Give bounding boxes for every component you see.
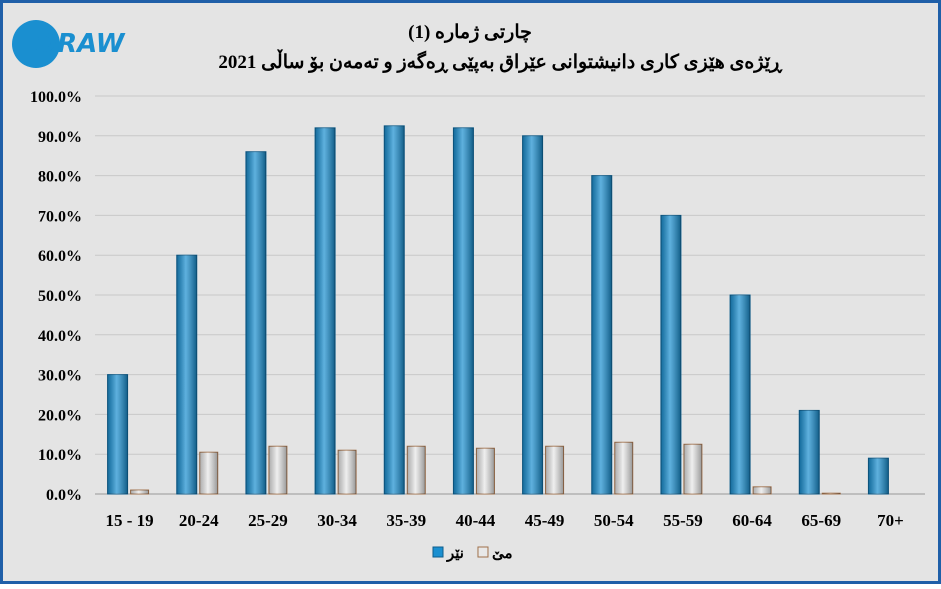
bar-shine — [683, 444, 702, 494]
legend-label: نێر — [446, 546, 464, 562]
bar-shine — [868, 458, 889, 494]
y-tick-label: 70.0% — [38, 208, 82, 225]
x-tick-label: 55-59 — [663, 511, 703, 530]
x-tick-label: 30-34 — [317, 511, 357, 530]
y-tick-label: 20.0% — [38, 407, 82, 424]
bar-shine — [268, 446, 287, 494]
x-tick-label: 15 - 19 — [105, 511, 153, 530]
y-tick-label: 50.0% — [38, 288, 82, 305]
x-tick-label: 35-39 — [386, 511, 426, 530]
logo: DRAW — [36, 29, 126, 59]
y-tick-label: 80.0% — [38, 169, 82, 186]
chart-title: چارتی ژمارە (1) — [408, 22, 532, 43]
y-tick-label: 30.0% — [38, 368, 82, 385]
logo-mark — [12, 20, 60, 68]
bar-shine — [822, 493, 841, 494]
x-tick-label: 20-24 — [179, 511, 219, 530]
bar-shine — [522, 135, 543, 495]
bar-shine — [338, 450, 357, 494]
y-tick-label: 10.0% — [38, 447, 82, 464]
bar-shine — [107, 374, 128, 494]
y-tick-label: 90.0% — [38, 129, 82, 146]
x-tick-label: 65-69 — [801, 511, 841, 530]
bar-shine — [407, 446, 426, 494]
chart-subtitle: ڕێژەی هێزی کاری دانیشتوانی عێراق بەپێی ڕ… — [218, 48, 783, 73]
bar-shine — [384, 125, 405, 494]
bar-shine — [753, 486, 772, 494]
x-tick-label: 50-54 — [594, 511, 634, 530]
bar-shine — [660, 215, 681, 494]
x-tick-label: 70+ — [877, 511, 904, 530]
x-tick-label: 40-44 — [456, 511, 496, 530]
x-tick-label: 25-29 — [248, 511, 288, 530]
bar-shine — [799, 410, 820, 494]
bar-shine — [245, 151, 266, 494]
bar-shine — [130, 490, 149, 494]
legend-swatch — [432, 546, 444, 558]
bar-shine — [176, 255, 197, 494]
bar-shine — [545, 446, 564, 494]
bar-shine — [199, 452, 218, 494]
legend-label: مێ — [492, 546, 513, 562]
x-tick-label: 45-49 — [525, 511, 565, 530]
y-tick-label: 60.0% — [38, 248, 82, 265]
bar-shine — [591, 175, 612, 494]
bar-shine — [453, 127, 474, 494]
bar-shine — [730, 295, 751, 494]
bar-shine — [315, 127, 336, 494]
y-tick-label: 40.0% — [38, 328, 82, 345]
y-tick-label: 0.0% — [46, 487, 82, 504]
legend-swatch — [477, 546, 489, 558]
y-tick-label: 100.0% — [30, 89, 82, 106]
bar-shine — [614, 442, 633, 494]
x-tick-label: 60-64 — [732, 511, 772, 530]
bar-shine — [476, 448, 495, 494]
